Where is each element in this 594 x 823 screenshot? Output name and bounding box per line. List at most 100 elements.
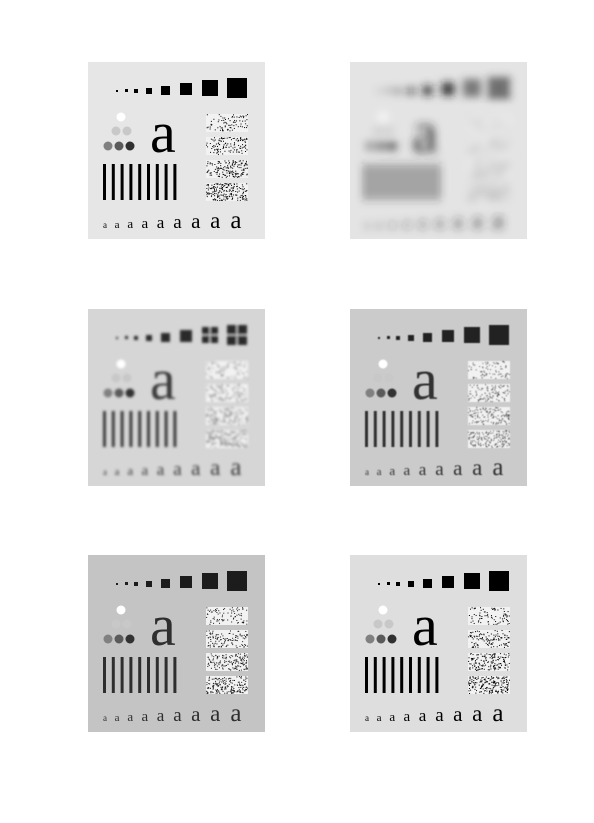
noise-dot [232,186,234,188]
noise-dot [227,408,229,410]
noise-dot [489,170,491,172]
noise-dot [496,128,498,130]
noise-dot [493,665,495,667]
noise-dot [484,615,486,617]
noise-dot [502,692,504,694]
noise-dot [219,410,221,412]
vertical-bar-9 [435,164,439,200]
noise-dot [472,150,474,152]
noise-dot [229,137,231,139]
noise-dot [235,639,237,641]
noise-dot [234,421,236,423]
noise-dot [468,436,470,438]
noise-dot [243,390,245,392]
noise-dot [236,659,238,661]
noise-dot [210,195,212,197]
noise-dot [235,668,237,670]
noise-dot [229,434,231,436]
noise-dot [230,166,232,168]
vertical-bar-9 [173,657,177,693]
noise-dot [222,434,224,436]
noise-dot [470,415,472,417]
noise-dot [221,688,223,690]
noise-dot [226,198,228,200]
noise-dot [490,688,492,690]
noise-dot [221,137,223,139]
noise-dot [482,421,484,423]
noise-dot [225,658,227,660]
noise-dot [244,163,246,165]
noise-dot [242,400,244,402]
noise-dot [497,409,499,411]
noise-dot [218,685,220,687]
noise-dot [218,195,220,197]
noise-dot [476,161,478,163]
noise-dot [237,176,239,178]
small-letter-a-3: a [389,709,395,724]
noise-dot [500,170,502,172]
noise-dot [500,143,502,145]
noise-dot [231,621,233,623]
noise-dot [243,165,245,167]
noise-dot [245,418,247,420]
noise-dot [228,160,230,162]
noise-dot [238,139,240,141]
noise-dot [490,639,492,641]
noise-dot [221,619,223,621]
small-letter-a-8: a [210,208,220,233]
noise-dot [483,147,485,149]
noise-dot [208,642,210,644]
noise-dot [472,376,474,378]
noise-dot [482,677,484,679]
noise-dot [497,407,499,409]
noise-dot [237,173,239,175]
noise-dot [231,409,233,411]
noise-dot [242,191,244,193]
noise-dot [500,680,502,682]
noise-dot [474,682,476,684]
noise-dot [220,399,222,401]
noise-dot [506,121,508,123]
noise-dot [228,439,230,441]
noise-dot [502,392,504,394]
noise-patch-bg [468,114,510,132]
noise-dot [243,430,245,432]
noise-dot [238,144,240,146]
noise-dot [238,423,240,425]
noise-dot [209,128,211,130]
noise-dot [239,361,241,363]
noise-dot [242,685,244,687]
noise-dot [478,168,480,170]
noise-dot [236,149,238,151]
noise-dot [501,684,503,686]
noise-dot [492,413,494,415]
noise-dot [485,446,487,448]
square-7 [464,573,480,589]
noise-dot [214,362,216,364]
noise-dot [474,410,476,412]
noise-dot [489,683,491,685]
noise-dot [241,621,243,623]
small-letter-a-3: a [127,463,133,478]
noise-dot [488,175,490,177]
noise-dot [207,420,209,422]
noise-dot [233,611,235,613]
noise-dot [217,437,219,439]
noise-dot [481,371,483,373]
noise-dot [475,631,477,633]
noise-dot [505,374,507,376]
noise-dot [508,415,510,417]
noise-dot [484,371,486,373]
noise-dot [482,420,484,422]
noise-dot [499,419,501,421]
vertical-bar-1 [103,657,106,693]
noise-dot [245,190,247,192]
noise-dot [500,193,502,195]
noise-dot [482,164,484,166]
noise-dot [246,138,248,140]
noise-dot [216,419,218,421]
noise-dot [484,153,486,155]
noise-dot [480,622,482,624]
noise-dot [213,145,215,147]
noise-dot [490,643,492,645]
